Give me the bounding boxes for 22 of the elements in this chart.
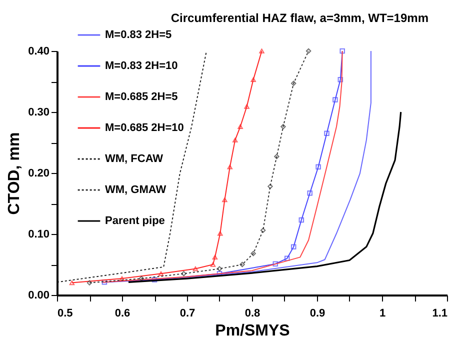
chart-title: Circumferential HAZ flaw, a=3mm, WT=19mm bbox=[170, 11, 428, 25]
legend-label: M=0.685 2H=10 bbox=[105, 122, 184, 134]
x-tick-label: 0.5 bbox=[58, 308, 73, 320]
x-tick-label: 0.7 bbox=[180, 308, 196, 320]
legend-label: WM, FCAW bbox=[105, 153, 164, 165]
y-axis-title: CTOD, mm bbox=[6, 132, 24, 215]
x-tick-label: 1.1 bbox=[432, 308, 448, 320]
legend-label: WM, GMAW bbox=[105, 184, 167, 196]
y-tick-label: 0.10 bbox=[28, 228, 50, 240]
legend-label: M=0.83 2H=5 bbox=[105, 29, 172, 41]
legend-label: M=0.83 2H=10 bbox=[105, 60, 178, 72]
x-tick-label: 0.8 bbox=[244, 308, 260, 320]
legend-label: Parent pipe bbox=[105, 215, 165, 227]
y-tick-label: 0.20 bbox=[28, 168, 50, 180]
y-tick-label: 0.00 bbox=[28, 290, 50, 302]
x-axis-title: Pm/SMYS bbox=[215, 322, 290, 340]
x-tick-label: 1 bbox=[379, 308, 386, 320]
x-tick-label: 0.9 bbox=[310, 308, 326, 320]
x-tick-label: 0.6 bbox=[114, 308, 130, 320]
y-tick-label: 0.40 bbox=[28, 46, 50, 58]
legend-label: M=0.685 2H=5 bbox=[105, 91, 178, 103]
y-tick-label: 0.30 bbox=[28, 106, 50, 118]
